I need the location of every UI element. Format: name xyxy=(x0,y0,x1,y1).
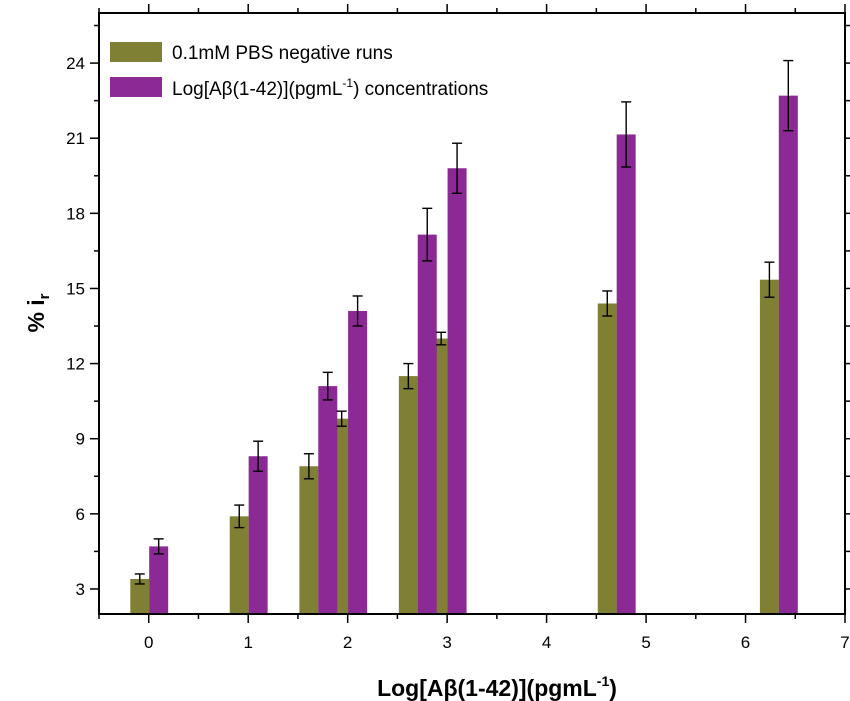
x-tick-label: 2 xyxy=(343,633,352,652)
x-tick-label: 6 xyxy=(741,633,750,652)
x-tick-label: 1 xyxy=(243,633,252,652)
y-tick-label: 9 xyxy=(76,430,85,449)
legend-swatch-abeta xyxy=(110,77,162,97)
x-tick-label: 4 xyxy=(542,633,551,652)
bar-s1-4 xyxy=(417,234,437,614)
y-axis-title: % ir xyxy=(23,293,53,332)
x-axis-title: Log[Aβ(1-42)](pgmL-1) xyxy=(377,673,617,701)
x-tick-label: 5 xyxy=(641,633,650,652)
y-tick-label: 21 xyxy=(66,129,85,148)
x-tick-label: 7 xyxy=(840,633,849,652)
legend-label-abeta-main: Log[Aβ(1-42)](pgmL xyxy=(172,79,342,100)
bar-s1-2 xyxy=(318,386,338,614)
plot-frame xyxy=(98,12,846,615)
legend-label-pbs: 0.1mM PBS negative runs xyxy=(172,43,393,64)
bar-s0-2 xyxy=(299,466,319,614)
y-tick-label: 3 xyxy=(76,580,85,599)
bar-s1-0 xyxy=(149,546,169,614)
x-axis-title-sup: -1 xyxy=(597,673,610,689)
y-axis-title-main: % i xyxy=(23,299,49,332)
bar-s0-0 xyxy=(130,578,150,614)
bar-s1-7 xyxy=(778,95,798,614)
bars-layer xyxy=(130,95,798,614)
y-tick-label: 18 xyxy=(66,204,85,223)
bar-s0-1 xyxy=(229,516,249,614)
legend-label-abeta-sup: -1 xyxy=(342,76,353,90)
bar-s0-6 xyxy=(597,303,617,614)
y-tick-label: 24 xyxy=(66,54,85,73)
legend-label-abeta-suffix: ) concentrations xyxy=(353,79,488,100)
bar-s1-6 xyxy=(616,134,636,614)
legend: 0.1mM PBS negative runs Log[Aβ(1-42)](pg… xyxy=(110,42,488,100)
y-axis-title-sub: r xyxy=(36,293,53,299)
bar-s1-1 xyxy=(248,456,268,614)
y-tick-label: 6 xyxy=(76,505,85,524)
bar-s0-7 xyxy=(759,279,779,614)
x-axis-title-main: Log[Aβ(1-42)](pgmL xyxy=(377,675,597,701)
bar-s1-3 xyxy=(348,310,368,614)
bar-s0-4 xyxy=(398,376,418,614)
legend-label-abeta: Log[Aβ(1-42)](pgmL-1) concentrations xyxy=(172,76,488,100)
y-tick-label: 12 xyxy=(66,355,85,374)
y-tick-label: 15 xyxy=(66,279,85,298)
legend-swatch-pbs xyxy=(110,42,162,62)
error-bars-layer xyxy=(134,59,794,585)
x-tick-label: 0 xyxy=(144,633,153,652)
x-tick-label: 3 xyxy=(442,633,451,652)
bar-s1-5 xyxy=(447,168,467,614)
x-axis-title-suffix: ) xyxy=(609,675,617,701)
